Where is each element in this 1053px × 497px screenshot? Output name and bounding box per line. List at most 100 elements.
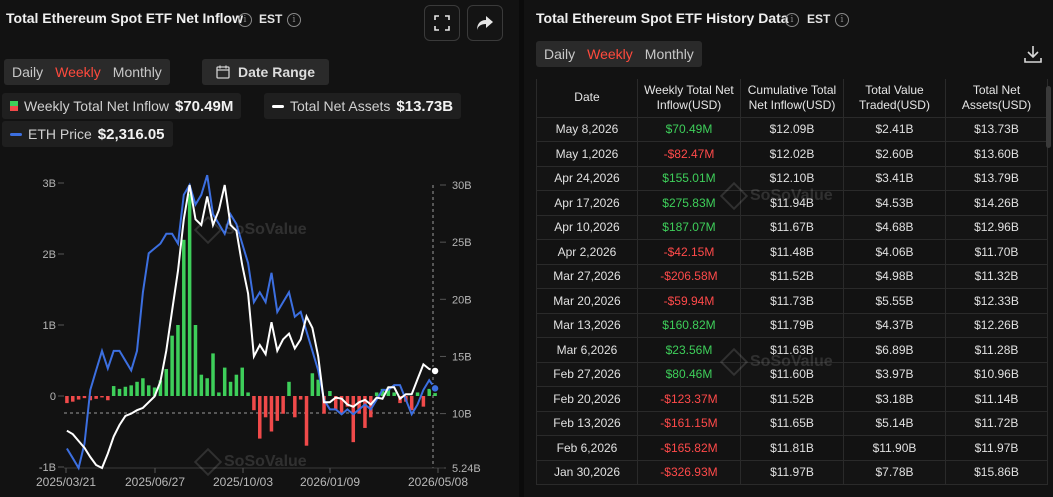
inflow-bar[interactable]	[310, 373, 315, 396]
inflow-bar[interactable]	[106, 396, 110, 401]
inflow-bar[interactable]	[117, 388, 122, 396]
inflow-bar[interactable]	[222, 367, 227, 396]
tab-weekly[interactable]: Weekly	[587, 46, 633, 62]
legend-inflow[interactable]: Weekly Total Net Inflow $70.49M	[2, 93, 242, 119]
inflow-bar[interactable]	[316, 379, 320, 396]
inflow-bar[interactable]	[339, 396, 344, 414]
tab-monthly[interactable]: Monthly	[112, 64, 162, 80]
inflow-bar[interactable]	[392, 392, 396, 396]
inflow-bar[interactable]	[129, 385, 133, 396]
inflow-bar[interactable]	[246, 392, 250, 396]
inflow-bar[interactable]	[152, 387, 157, 396]
timezone-info-icon[interactable]: i	[287, 13, 301, 27]
table-row[interactable]: Apr 2,2026 -$42.15M $11.48B $4.06B $11.70B	[536, 239, 1049, 265]
table-row[interactable]: Feb 6,2026 -$165.82M $11.81B $11.90B $11.97B	[536, 435, 1049, 461]
inflow-bar[interactable]	[287, 381, 291, 396]
col-cumulative-inflow[interactable]: Cumulative Total Net Inflow(USD)	[739, 79, 845, 118]
table-row[interactable]: Mar 27,2026 -$206.58M $11.52B $4.98B $11.32B	[536, 263, 1049, 289]
inflow-bar[interactable]	[415, 392, 420, 396]
tab-weekly[interactable]: Weekly	[55, 64, 101, 80]
col-weekly-inflow[interactable]: Weekly Total Net Inflow(USD)	[636, 79, 741, 118]
inflow-bar[interactable]	[141, 378, 145, 396]
inflow-bar[interactable]	[146, 385, 151, 396]
table-row[interactable]: Mar 13,2026 $160.82M $11.79B $4.37B $12.26B	[536, 312, 1049, 338]
table-row[interactable]: Feb 13,2026 -$161.15M $11.65B $5.14B $11.72B	[536, 410, 1049, 436]
inflow-bar[interactable]	[158, 380, 163, 396]
legend-price[interactable]: ETH Price $2,316.05	[2, 121, 173, 147]
inflow-bar[interactable]	[433, 391, 437, 396]
inflow-bar[interactable]	[205, 378, 209, 396]
inflow-bar[interactable]	[298, 396, 303, 400]
inflow-bar[interactable]	[240, 367, 244, 396]
inflow-bar[interactable]	[322, 396, 326, 414]
fullscreen-button[interactable]	[424, 5, 460, 41]
timezone-info-icon[interactable]: i	[835, 13, 849, 27]
inflow-bar[interactable]	[386, 387, 391, 396]
inflow-bar[interactable]	[293, 396, 297, 418]
inflow-bar[interactable]	[193, 325, 198, 396]
col-value-traded[interactable]: Total Value Traded(USD)	[843, 79, 946, 118]
inflow-bar[interactable]	[71, 396, 75, 402]
inflow-bar[interactable]	[135, 381, 139, 396]
inflow-bar[interactable]	[199, 374, 204, 396]
inflow-bar[interactable]	[369, 396, 373, 418]
inflow-bar[interactable]	[111, 386, 116, 396]
table-row[interactable]: Jan 30,2026 -$326.93M $11.97B $7.78B $15.86B	[536, 459, 1049, 485]
inflow-bar[interactable]	[123, 386, 128, 396]
tab-daily[interactable]: Daily	[544, 46, 576, 62]
tab-monthly[interactable]: Monthly	[644, 46, 694, 62]
inflow-bar[interactable]	[328, 391, 332, 396]
inflow-bar[interactable]	[363, 396, 367, 428]
inflow-bar[interactable]	[345, 396, 350, 407]
inflow-bar[interactable]	[234, 374, 239, 396]
inflow-bar[interactable]	[100, 396, 104, 398]
inflow-bar[interactable]	[211, 353, 215, 396]
table-row[interactable]: Mar 20,2026 -$59.94M $11.73B $5.55B $12.33B	[536, 288, 1049, 314]
eth-price-line[interactable]	[66, 174, 436, 471]
table-row[interactable]: Mar 6,2026 $23.56M $11.63B $6.89B $11.28B	[536, 337, 1049, 363]
col-date[interactable]: Date	[536, 79, 638, 118]
inflow-bar[interactable]	[269, 396, 274, 432]
inflow-bar[interactable]	[187, 193, 192, 396]
table-row[interactable]: Feb 20,2026 -$123.37M $11.52B $3.18B $11.14B	[536, 386, 1049, 412]
inflow-bar[interactable]	[252, 396, 256, 411]
table-row[interactable]: Apr 24,2026 $155.01M $12.10B $3.41B $13.79B	[536, 165, 1049, 191]
inflow-bar[interactable]	[351, 396, 356, 443]
info-icon[interactable]: i	[785, 13, 799, 27]
table-row[interactable]: Apr 10,2026 $187.07M $11.67B $4.68B $12.96B	[536, 214, 1049, 240]
table-row[interactable]: May 1,2026 -$82.47M $12.02B $2.60B $13.60B	[536, 141, 1049, 167]
inflow-bar[interactable]	[263, 396, 268, 418]
tab-daily[interactable]: Daily	[12, 64, 44, 80]
inflow-bar[interactable]	[409, 396, 414, 411]
table-row[interactable]: May 8,2026 $70.49M $12.09B $2.41B $13.73B	[536, 116, 1049, 142]
info-icon[interactable]: i	[238, 13, 252, 27]
legend-assets[interactable]: Total Net Assets $13.73B	[264, 93, 462, 119]
inflow-bar[interactable]	[380, 388, 385, 396]
inflow-bar[interactable]	[82, 396, 87, 399]
inflow-bar[interactable]	[258, 396, 262, 439]
inflow-bar[interactable]	[421, 396, 426, 407]
inflow-bar[interactable]	[427, 388, 431, 396]
table-row[interactable]: Feb 27,2026 $80.46M $11.60B $3.97B $10.96B	[536, 361, 1049, 387]
inflow-bar[interactable]	[333, 396, 338, 411]
download-icon[interactable]	[1023, 44, 1043, 64]
inflow-bar[interactable]	[275, 396, 280, 421]
col-net-assets[interactable]: Total Net Assets(USD)	[944, 79, 1049, 118]
inflow-bar[interactable]	[164, 369, 169, 396]
inflow-bar[interactable]	[182, 239, 186, 396]
inflow-bar[interactable]	[357, 396, 361, 414]
inflow-bar[interactable]	[94, 396, 98, 399]
inflow-chart[interactable]: 3B 2B 1B 0 -1B 30B 25B 20B 15B 10B 5.24B 2025/03/21…	[0, 150, 519, 497]
inflow-bar[interactable]	[65, 396, 69, 404]
inflow-bar[interactable]	[304, 396, 309, 446]
inflow-bar[interactable]	[76, 396, 81, 400]
inflow-bar[interactable]	[281, 396, 285, 414]
inflow-bar[interactable]	[228, 381, 233, 396]
net-assets-line[interactable]	[66, 184, 436, 470]
table-row[interactable]: Apr 17,2026 $275.83M $11.94B $4.53B $14.26B	[536, 190, 1049, 216]
date-range-button[interactable]: Date Range	[202, 59, 330, 85]
share-button[interactable]	[467, 5, 503, 41]
inflow-bar[interactable]	[176, 325, 180, 396]
table-scrollbar[interactable]	[1046, 86, 1051, 148]
inflow-bar[interactable]	[374, 392, 379, 396]
